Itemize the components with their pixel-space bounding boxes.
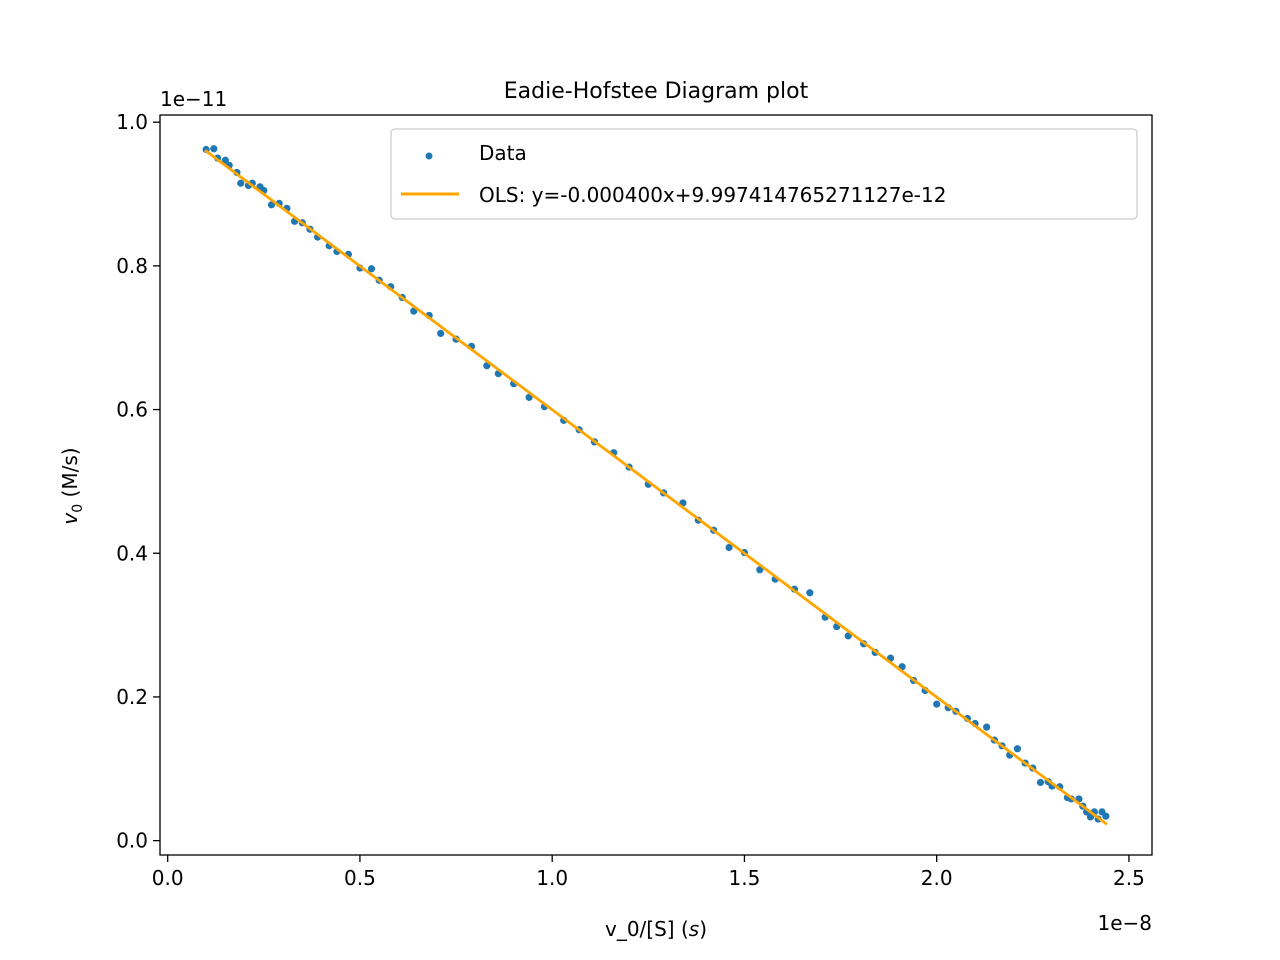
y-tick-label: 1.0 xyxy=(116,110,148,134)
data-point xyxy=(806,589,814,597)
legend-data-label: Data xyxy=(479,141,527,165)
data-point xyxy=(725,543,733,552)
legend-ols-label: OLS: y=-0.000400x+9.997414765271127e-12 xyxy=(479,183,946,207)
x-tick-label: 0.0 xyxy=(152,866,184,890)
y-tick-label: 0.6 xyxy=(116,398,148,422)
y-axis-label-subscript: 0 xyxy=(70,504,86,513)
data-point xyxy=(221,156,229,164)
x-tick-label: 2.0 xyxy=(921,866,953,890)
legend-data-marker xyxy=(425,152,433,160)
data-point xyxy=(1036,778,1045,787)
x-tick-label: 0.5 xyxy=(344,866,376,890)
legend: Data OLS: y=-0.000400x+9.997414765271127… xyxy=(390,128,1138,220)
x-axis-label-unit: s xyxy=(689,917,699,941)
y-axis-ticks: 0.0 0.2 0.4 0.6 0.8 1.0 xyxy=(116,110,160,853)
y-tick-label: 0.4 xyxy=(116,541,148,565)
data-point xyxy=(367,265,376,273)
x-tick-label: 2.5 xyxy=(1113,866,1145,890)
x-axis-label: v_0/[S] (s) xyxy=(605,917,707,941)
chart-title: Eadie-Hofstee Diagram plot xyxy=(504,79,809,104)
data-point xyxy=(210,145,218,153)
x-axis-ticks: 0.0 0.5 1.0 1.5 2.0 2.5 xyxy=(152,855,1145,890)
ols-line xyxy=(204,149,1108,826)
x-axis-offset-label: 1e−8 xyxy=(1097,911,1152,935)
ols-fit-line xyxy=(204,149,1108,826)
y-axis-label-unit: (M/s) xyxy=(58,447,82,503)
data-point xyxy=(933,700,941,708)
data-point xyxy=(1102,812,1110,820)
plot-area-frame xyxy=(159,114,1153,856)
y-axis-offset-label: 1e−11 xyxy=(160,87,227,111)
data-point xyxy=(437,329,445,338)
x-tick-label: 1.0 xyxy=(536,866,568,890)
data-point xyxy=(1013,745,1022,753)
y-tick-label: 0.8 xyxy=(116,254,148,278)
data-point xyxy=(237,179,245,187)
x-axis-label-close: ) xyxy=(699,917,707,941)
y-axis-label: v0 (M/s) xyxy=(58,447,86,524)
y-axis-label-symbol: v xyxy=(58,512,82,525)
x-tick-label: 1.5 xyxy=(729,866,761,890)
y-tick-label: 0.0 xyxy=(116,829,148,853)
data-point xyxy=(983,723,991,731)
legend-box xyxy=(390,128,1138,220)
x-axis-label-main: v_0/[S] ( xyxy=(605,917,689,941)
y-tick-label: 0.2 xyxy=(116,685,148,709)
